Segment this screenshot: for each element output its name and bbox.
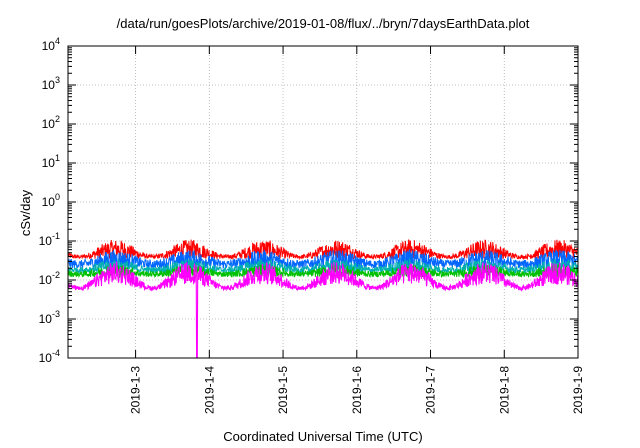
grid xyxy=(68,46,578,358)
x-axis-label: Coordinated Universal Time (UTC) xyxy=(223,429,422,444)
y-tick-label: 102 xyxy=(42,114,60,131)
x-tick-label: 2019-1-9 xyxy=(571,366,585,414)
series-line xyxy=(67,248,579,271)
y-tick-label: 10-1 xyxy=(39,231,60,248)
series-line xyxy=(67,261,579,359)
y-tick-label: 10-4 xyxy=(39,348,60,365)
y-tick-label: 101 xyxy=(42,153,60,170)
y-axis-label: cSv/day xyxy=(18,189,33,236)
x-tick-label: 2019-1-6 xyxy=(350,366,364,414)
x-axis: 2019-1-3 2019-1-4 2019-1-5 2019-1-6 2019-1-7… xyxy=(129,46,585,414)
x-tick-label: 2019-1-8 xyxy=(497,366,511,414)
y-tick-label: 10-2 xyxy=(39,270,60,287)
x-tick-label: 2019-1-4 xyxy=(202,366,216,414)
series-layer xyxy=(67,239,579,359)
x-tick-label: 2019-1-5 xyxy=(276,366,290,414)
y-tick-label: 104 xyxy=(42,36,60,53)
y-tick-label: 103 xyxy=(42,75,60,92)
x-tick-label: 2019-1-7 xyxy=(424,366,438,414)
x-tick-label: 2019-1-3 xyxy=(129,366,143,414)
chart-title: /data/run/goesPlots/archive/2019-01-08/f… xyxy=(117,16,530,31)
y-tick-label: 100 xyxy=(42,192,60,209)
y-axis: 10-4 10-3 10-2 10-1 100 101 102 103 104 xyxy=(39,36,578,365)
y-tick-label: 10-3 xyxy=(39,309,60,326)
